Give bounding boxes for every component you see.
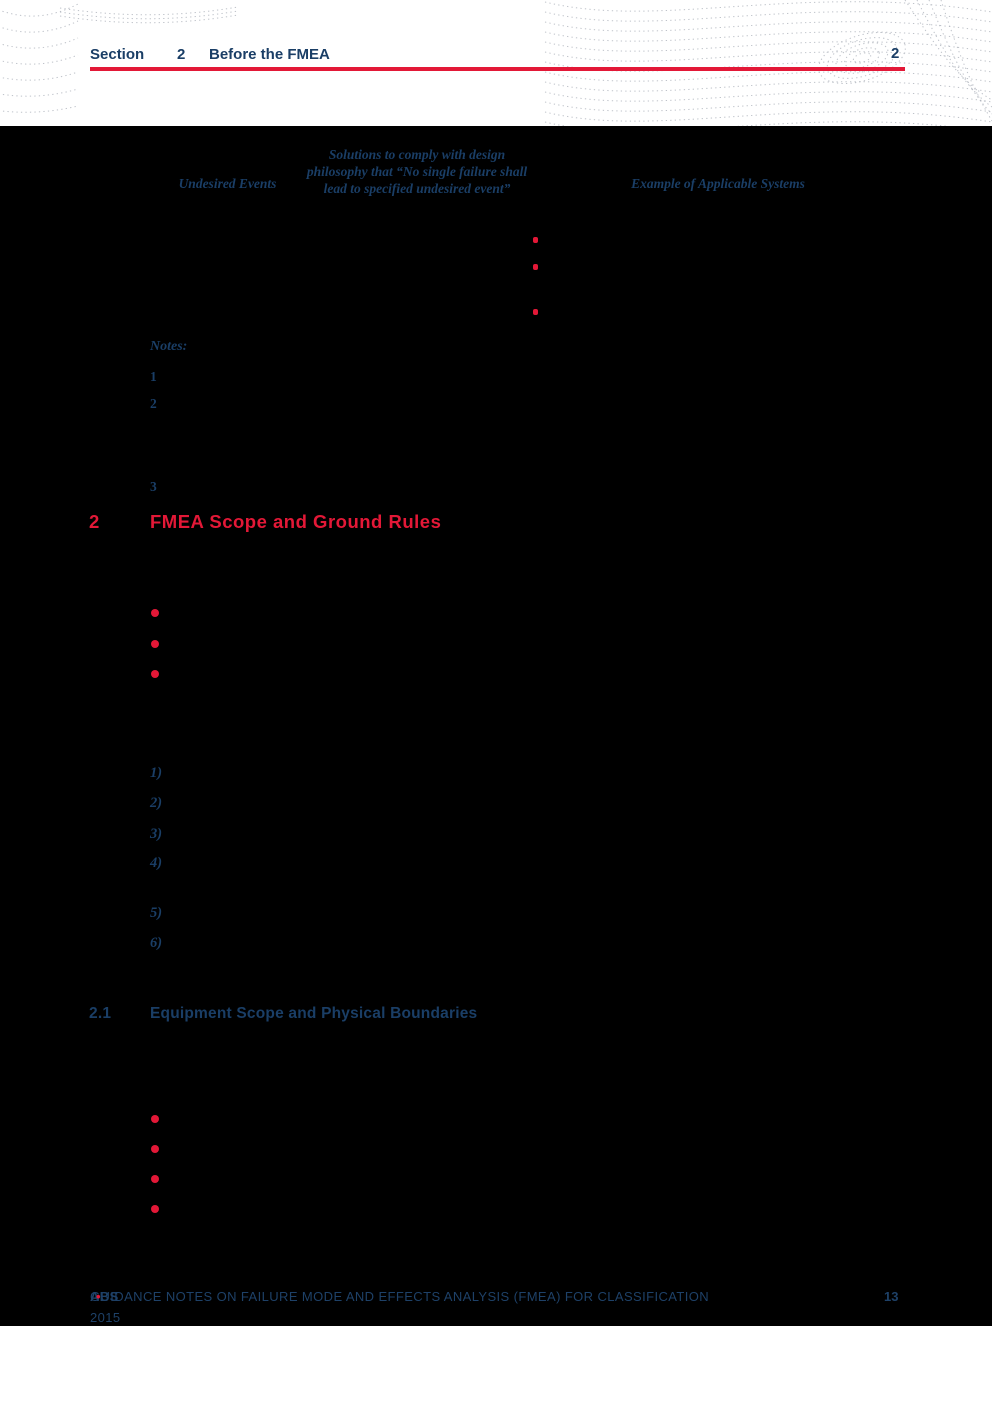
dotted-contour-decoration [0, 0, 992, 126]
bullet-icon [151, 640, 159, 648]
section-2-1-number: 2.1 [89, 1005, 112, 1022]
list-number: 2) [150, 795, 163, 811]
header-page-number: 2 [891, 45, 900, 62]
list-number: 5) [150, 905, 163, 921]
note-number: 2 [150, 396, 157, 411]
footer-brand: ABS [90, 1289, 119, 1304]
bullet-icon [151, 670, 159, 678]
footer-title: GUIDANCE NOTES ON FAILURE MODE AND EFFEC… [90, 1289, 710, 1304]
section-2-title: FMEA Scope and Ground Rules [150, 511, 442, 532]
list-number: 6) [150, 935, 163, 951]
content-panel: Undesired Events Solutions to comply wit… [0, 126, 992, 1326]
header-section-title: Before the FMEA [209, 46, 330, 63]
bullet-icon [533, 264, 538, 270]
header-section-label: Section [90, 46, 145, 63]
list-number: 3) [150, 826, 163, 842]
table-column-header-solutions: Solutions to comply with design philosop… [306, 147, 528, 196]
list-number: 1) [150, 765, 163, 781]
note-number: 3 [150, 479, 157, 494]
footer-year: 2015 [90, 1310, 121, 1325]
footer-page-number: 13 [884, 1289, 899, 1304]
bullet-icon [151, 609, 159, 617]
table-column-header-applicable-systems: Example of Applicable Systems [631, 176, 805, 191]
header-section-number: 2 [177, 46, 186, 63]
list-number: 4) [150, 855, 163, 871]
bullet-icon [151, 1145, 159, 1153]
header-rule [90, 67, 905, 71]
section-2-number: 2 [89, 511, 100, 532]
notes-label: Notes: [150, 339, 188, 354]
bullet-icon [533, 309, 538, 315]
note-number: 1 [150, 369, 157, 384]
table-column-header-undesired-events: Undesired Events [178, 176, 277, 191]
section-2-1-title: Equipment Scope and Physical Boundaries [150, 1005, 478, 1022]
bullet-icon [533, 237, 538, 243]
bullet-icon [151, 1205, 159, 1213]
bullet-icon [151, 1175, 159, 1183]
bullet-icon [151, 1115, 159, 1123]
footer-separator-icon: • [96, 1289, 101, 1304]
